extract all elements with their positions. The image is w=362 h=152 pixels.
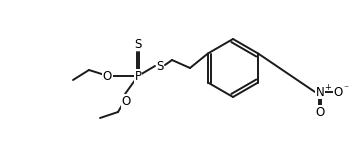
Text: P: P (135, 69, 142, 83)
Text: O: O (333, 85, 342, 98)
Text: O: O (315, 105, 325, 119)
Text: S: S (156, 59, 164, 73)
Text: ⁻: ⁻ (343, 84, 348, 94)
Text: S: S (134, 38, 142, 50)
Text: +: + (324, 83, 331, 92)
Text: O: O (103, 69, 112, 83)
Text: O: O (121, 95, 131, 108)
Text: N: N (316, 85, 324, 98)
